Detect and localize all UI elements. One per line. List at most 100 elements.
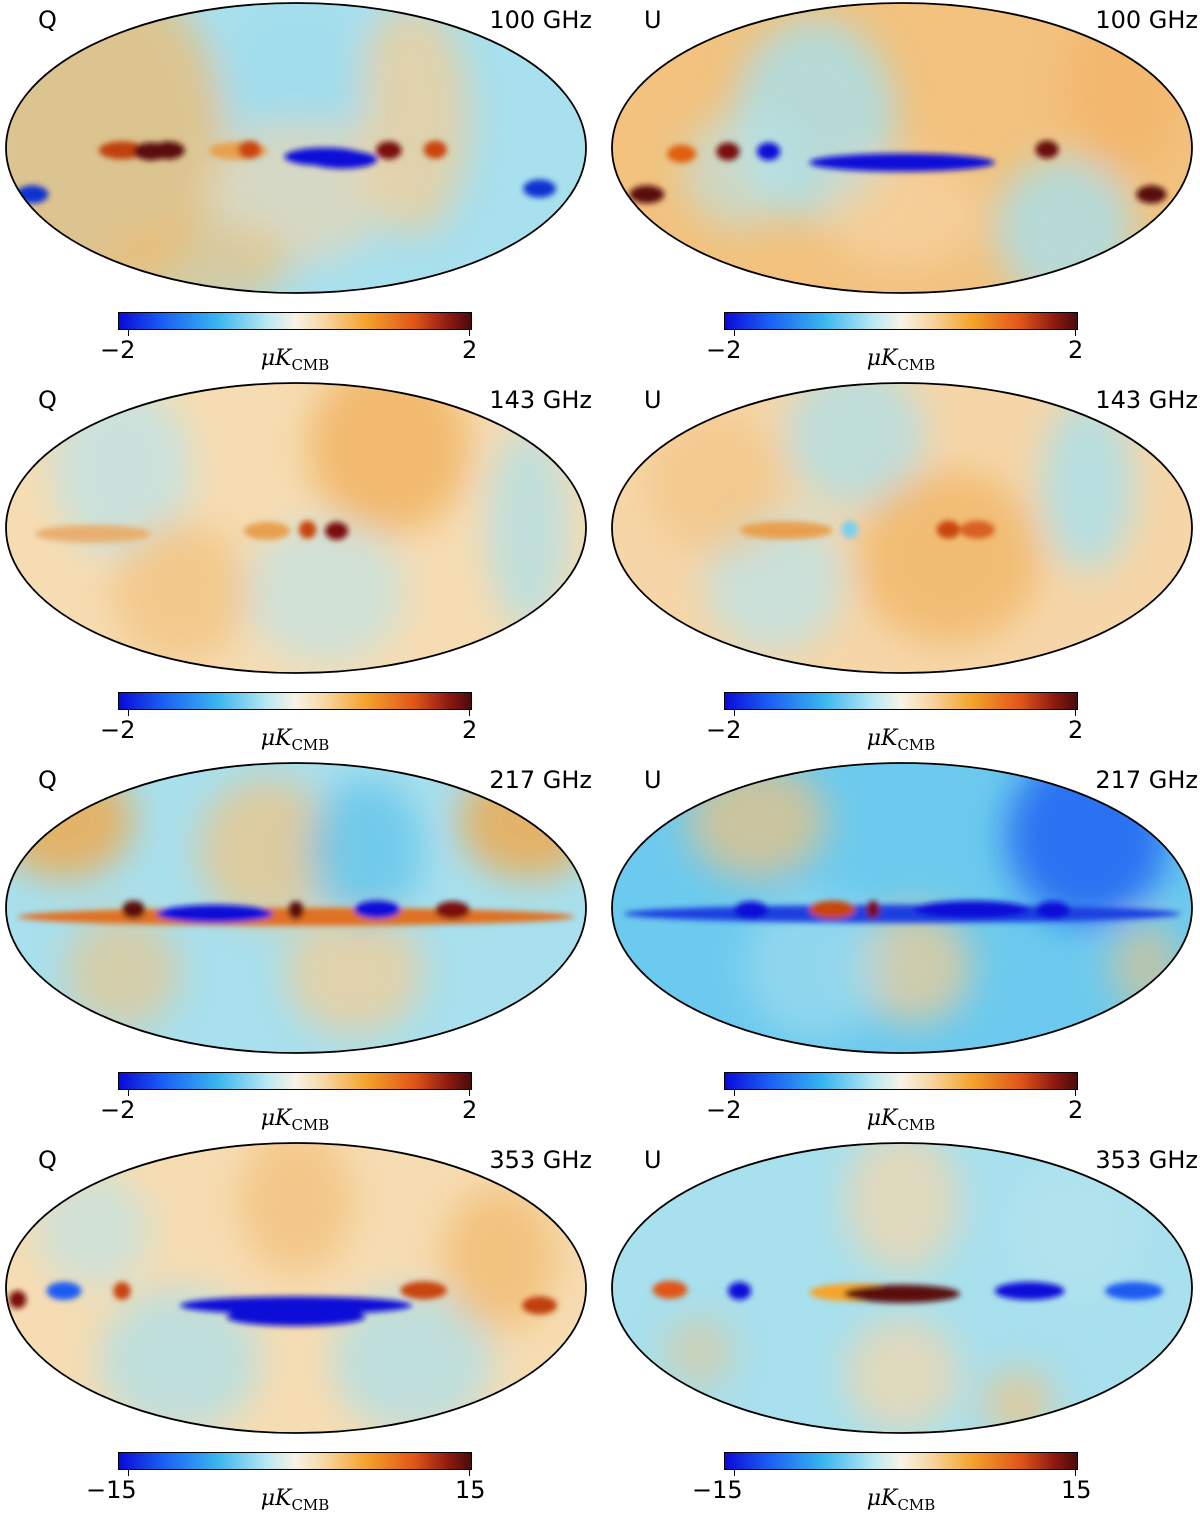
colorbar-max-label: 15 (455, 1476, 486, 1504)
colorbar-tick-min (128, 1470, 129, 1476)
unit-subscript: CMB (291, 1496, 330, 1514)
unit-symbol: μK (866, 1106, 898, 1131)
colorbar (118, 1072, 472, 1090)
map-outline (611, 382, 1193, 674)
map-field (612, 383, 1192, 673)
colorbar-unit: μKCMB (0, 1106, 590, 1134)
stokes-label: Q (38, 386, 57, 414)
colorbar-unit: μKCMB (606, 1106, 1196, 1134)
colorbar-min-label: −2 (100, 1096, 136, 1124)
map-outline (611, 2, 1193, 294)
panel-q-100: Q 100 GHz −2 2 μKCMB (0, 0, 600, 380)
colorbar-unit: μKCMB (0, 346, 590, 374)
colorbar-min-label: −15 (692, 1476, 743, 1504)
unit-symbol: μK (260, 346, 292, 371)
frequency-label: 143 GHz (1095, 386, 1198, 414)
panel-u-100: U 100 GHz −2 2 μKCMB (606, 0, 1200, 380)
colorbar-tick-max (469, 710, 470, 716)
map-outline (5, 762, 587, 1054)
panel-u-353: U 353 GHz −15 15 μKCMB (606, 1140, 1200, 1520)
colorbar-tick-min (734, 1090, 735, 1096)
colorbar-max-label: 2 (1068, 1096, 1084, 1124)
frequency-label: 100 GHz (1095, 6, 1198, 34)
colorbar-max-label: 2 (462, 716, 478, 744)
stokes-label: U (644, 1146, 662, 1174)
map-outline (5, 2, 587, 294)
colorbar-max-label: 2 (1068, 716, 1084, 744)
frequency-label: 353 GHz (1095, 1146, 1198, 1174)
colorbar (118, 1452, 472, 1470)
colorbar-min-label: −2 (706, 336, 742, 364)
map-outline (611, 762, 1193, 1054)
colorbar (724, 312, 1078, 330)
colorbar-unit: μKCMB (0, 1486, 590, 1514)
colorbar-min-label: −2 (706, 1096, 742, 1124)
panel-q-217: Q 217 GHz −2 2 μKCMB (0, 760, 600, 1140)
map-field (612, 763, 1192, 1053)
stokes-label: U (644, 386, 662, 414)
unit-subscript: CMB (897, 1496, 936, 1514)
mollweide-map (5, 2, 587, 294)
colorbar-tick-min (734, 710, 735, 716)
colorbar-max-label: 2 (1068, 336, 1084, 364)
colorbar-unit: μKCMB (606, 1486, 1196, 1514)
colorbar-min-label: −15 (86, 1476, 137, 1504)
colorbar (118, 312, 472, 330)
unit-subscript: CMB (897, 736, 936, 754)
colorbar (724, 1072, 1078, 1090)
colorbar-unit: μKCMB (606, 346, 1196, 374)
colorbar (724, 1452, 1078, 1470)
map-field (6, 3, 586, 293)
panel-u-143: U 143 GHz −2 2 μKCMB (606, 380, 1200, 760)
colorbar-tick-max (1075, 330, 1076, 336)
map-outline (5, 1142, 587, 1434)
colorbar-tick-max (469, 330, 470, 336)
map-outline (611, 1142, 1193, 1434)
map-field (612, 1143, 1192, 1433)
colorbar-max-label: 15 (1061, 1476, 1092, 1504)
colorbar-unit: μKCMB (606, 726, 1196, 754)
unit-symbol: μK (866, 726, 898, 751)
panel-q-143: Q 143 GHz −2 2 μKCMB (0, 380, 600, 760)
unit-subscript: CMB (291, 736, 330, 754)
stokes-label: Q (38, 1146, 57, 1174)
unit-subscript: CMB (291, 1116, 330, 1134)
colorbar-tick-min (734, 1470, 735, 1476)
unit-symbol: μK (866, 1486, 898, 1511)
frequency-label: 217 GHz (1095, 766, 1198, 794)
map-field (612, 3, 1192, 293)
mollweide-map (5, 382, 587, 674)
colorbar-tick-max (1075, 1090, 1076, 1096)
colorbar (724, 692, 1078, 710)
unit-symbol: μK (260, 726, 292, 751)
mollweide-map (5, 762, 587, 1054)
colorbar-tick-min (128, 1090, 129, 1096)
frequency-label: 353 GHz (489, 1146, 592, 1174)
colorbar-min-label: −2 (706, 716, 742, 744)
unit-symbol: μK (260, 1106, 292, 1131)
colorbar-unit: μKCMB (0, 726, 590, 754)
colorbar-tick-max (469, 1090, 470, 1096)
mollweide-map (611, 382, 1193, 674)
colorbar-tick-max (469, 1470, 470, 1476)
unit-symbol: μK (260, 1486, 292, 1511)
map-field (6, 763, 586, 1053)
colorbar-tick-min (128, 710, 129, 716)
colorbar (118, 692, 472, 710)
panel-u-217: U 217 GHz −2 2 μKCMB (606, 760, 1200, 1140)
stokes-label: Q (38, 6, 57, 34)
stokes-label: U (644, 766, 662, 794)
colorbar-tick-max (1075, 1470, 1076, 1476)
colorbar-min-label: −2 (100, 336, 136, 364)
stokes-label: Q (38, 766, 57, 794)
frequency-label: 217 GHz (489, 766, 592, 794)
mollweide-map (5, 1142, 587, 1434)
colorbar-min-label: −2 (100, 716, 136, 744)
frequency-label: 100 GHz (489, 6, 592, 34)
unit-subscript: CMB (897, 1116, 936, 1134)
mollweide-map (611, 762, 1193, 1054)
unit-subscript: CMB (291, 356, 330, 374)
mollweide-map (611, 2, 1193, 294)
map-field (6, 1143, 586, 1433)
